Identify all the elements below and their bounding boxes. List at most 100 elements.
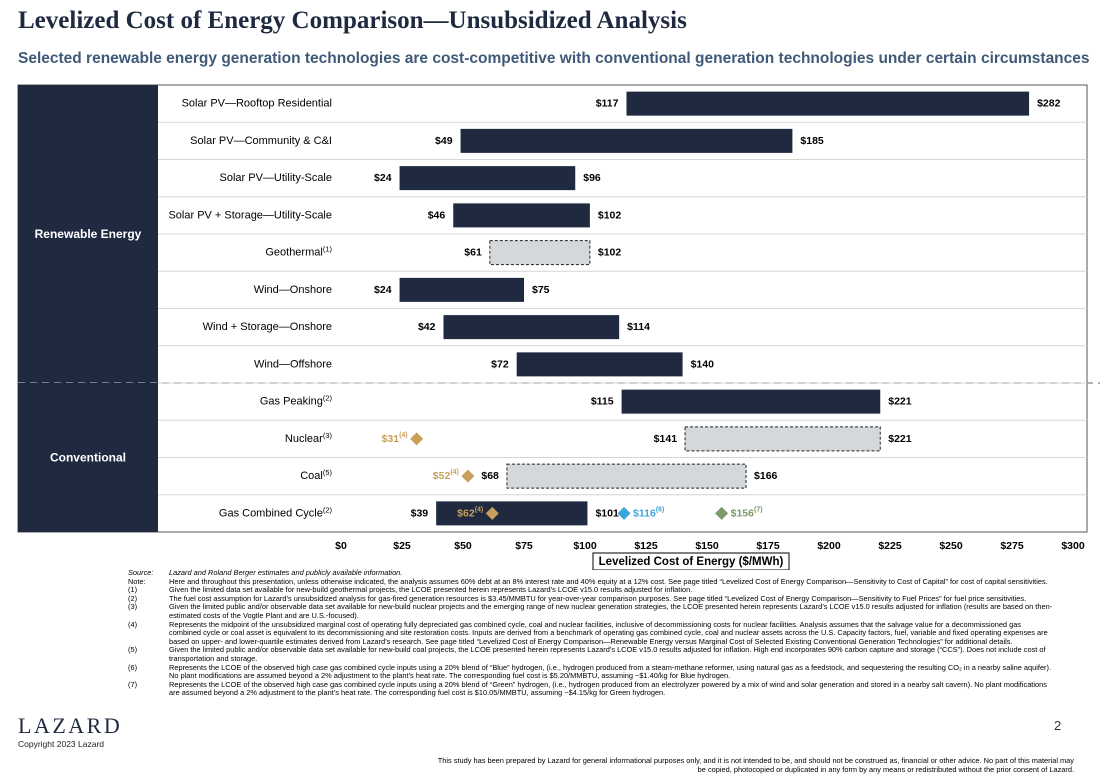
footnote-text: Given the limited public and/or observab… [169, 645, 1046, 663]
high-value-label: $114 [627, 321, 650, 333]
x-tick-label: $50 [454, 540, 472, 552]
lcoe-chart: Renewable Energy Conventional Solar PV—Roo… [17, 84, 1100, 570]
footnote: (4) Represents the midpoint of the unsub… [128, 619, 1053, 647]
low-value-label: $42 [418, 321, 436, 333]
x-tick-label: $225 [878, 540, 902, 552]
footnote: (5) Given the limited public and/or obse… [128, 645, 1053, 663]
source-note: Source: Lazard and Roland Berger estimat… [128, 568, 1053, 578]
range-bar [489, 240, 591, 266]
footnote-key: (4) [128, 619, 138, 629]
footnote: Note: Here and throughout this presentat… [128, 576, 1053, 587]
footnote-key: Note: [128, 576, 146, 586]
category-label: Gas Peaking(2) [260, 393, 333, 408]
x-tick-label: $275 [1000, 540, 1024, 552]
low-value-label: $115 [591, 396, 614, 408]
high-value-label: $102 [598, 247, 622, 259]
footnote-key: (5) [128, 645, 138, 655]
category-label: Solar PV—Utility-Scale [220, 172, 332, 184]
high-value-label: $282 [1037, 98, 1061, 110]
disclaimer: This study has been prepared by Lazard f… [437, 756, 1074, 774]
source-key: Source: [128, 568, 154, 577]
low-value-label: $68 [481, 470, 499, 482]
x-tick-label: $75 [515, 540, 533, 552]
range-bar [516, 352, 683, 377]
x-tick-label: $125 [634, 540, 658, 552]
range-bar [399, 277, 524, 302]
low-value-label: $61 [464, 247, 482, 259]
high-value-label: $75 [532, 284, 550, 296]
category-label: Wind—Offshore [254, 358, 332, 370]
page-title: Levelized Cost of Energy Comparison—Unsu… [18, 7, 687, 34]
low-value-label: $49 [435, 135, 453, 147]
x-tick-label: $250 [939, 540, 963, 552]
footnotes: Source: Lazard and Roland Berger estimat… [128, 568, 1053, 698]
category-label: Wind + Storage—Onshore [203, 321, 332, 333]
low-value-label: $24 [374, 284, 392, 296]
group-label: Renewable Energy [35, 227, 142, 241]
range-bar [626, 91, 1030, 116]
marker-diamond [461, 469, 475, 483]
source-text: Lazard and Roland Berger estimates and p… [169, 568, 403, 577]
low-value-label: $72 [491, 358, 509, 370]
category-label: Geothermal(1) [265, 244, 332, 259]
range-bar [621, 389, 881, 414]
x-tick-label: $300 [1061, 540, 1085, 552]
range-bar [506, 463, 747, 489]
x-tick-label: $200 [817, 540, 841, 552]
footnote: (7) Represents the LCOE of the observed … [128, 679, 1053, 698]
marker-label: $156(7) [731, 506, 763, 520]
marker-label: $62(4) [457, 506, 483, 520]
x-tick-label: $100 [573, 540, 597, 552]
footnote: (2) The fuel cost assumption for Lazard’… [128, 593, 1053, 604]
group-label: Conventional [50, 451, 126, 465]
marker-label: $52(4) [433, 469, 459, 483]
marker-diamond [410, 432, 424, 446]
marker-diamond [617, 506, 631, 520]
page-subtitle: Selected renewable energy generation tec… [18, 50, 1090, 67]
footnote-text: Given the limited public and/or observab… [169, 602, 1053, 620]
group-panel [18, 383, 158, 532]
footnote-text: Represents the LCOE of the observed high… [169, 662, 1052, 681]
high-value-label: $221 [888, 396, 912, 408]
footnote-key: (1) [128, 585, 138, 595]
marker-diamond [715, 506, 729, 520]
range-bar [436, 501, 588, 526]
marker-label: $31(4) [382, 431, 408, 445]
range-bar [460, 128, 793, 153]
x-axis-title-box [592, 552, 790, 570]
high-value-label: $96 [583, 172, 601, 184]
footnote-key: (2) [128, 593, 138, 603]
footnote: (3) Given the limited public and/or obse… [128, 603, 1053, 620]
low-value-label: $46 [428, 209, 446, 221]
high-value-label: $140 [691, 358, 715, 370]
page-number: 2 [1054, 718, 1062, 733]
category-label: Nuclear(3) [285, 430, 333, 445]
lazard-logo: LAZARD [18, 713, 123, 738]
category-label: Solar PV + Storage—Utility-Scale [168, 209, 332, 221]
low-value-label: $117 [596, 98, 619, 110]
category-label: Wind—Onshore [254, 284, 332, 296]
x-tick-label: $25 [393, 540, 411, 552]
x-tick-label: $0 [335, 540, 347, 552]
copyright: Copyright 2023 Lazard [18, 739, 105, 749]
footnote-text: Given the limited data set available for… [169, 585, 693, 595]
category-label: Coal(5) [300, 468, 332, 483]
range-bar [684, 426, 881, 452]
marker-diamond [485, 506, 499, 520]
footnote-text: Represents the midpoint of the unsubsidi… [169, 619, 1048, 646]
high-value-label: $101 [595, 507, 619, 519]
category-label: Gas Combined Cycle(2) [219, 505, 333, 520]
high-value-label: $221 [888, 433, 912, 445]
low-value-label: $39 [411, 507, 429, 519]
low-value-label: $24 [374, 172, 392, 184]
x-axis-title: Levelized Cost of Energy ($/MWh) [599, 556, 784, 568]
category-label: Solar PV—Community & C&I [190, 135, 332, 147]
footnote-key: (7) [128, 679, 138, 689]
low-value-label: $141 [654, 433, 678, 445]
high-value-label: $166 [754, 470, 778, 482]
footnote: (1) Given the limited data set available… [128, 586, 1053, 595]
footnote-key: (6) [128, 662, 138, 672]
range-bar [399, 166, 576, 191]
x-tick-label: $150 [695, 540, 719, 552]
footnote: (6) Represents the LCOE of the observed … [128, 662, 1053, 681]
